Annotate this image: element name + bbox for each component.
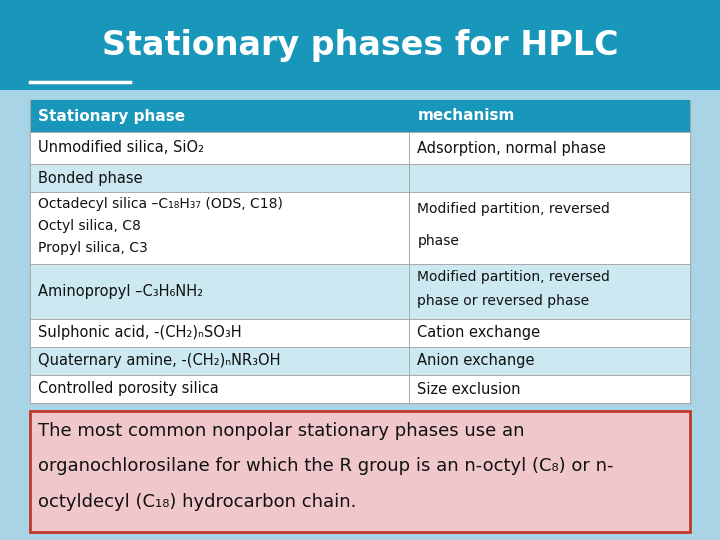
Bar: [30, 319, 690, 347]
Text: mechanism: mechanism: [418, 109, 515, 124]
Text: phase: phase: [418, 233, 459, 247]
Text: Stationary phases for HPLC: Stationary phases for HPLC: [102, 29, 618, 62]
Text: Modified partition, reversed: Modified partition, reversed: [418, 202, 611, 216]
Bar: [0, 0, 720, 90]
Bar: [30, 264, 690, 319]
Text: Octadecyl silica –C₁₈H₃₇ (ODS, C18): Octadecyl silica –C₁₈H₃₇ (ODS, C18): [38, 197, 283, 211]
Bar: [30, 411, 690, 532]
Text: Modified partition, reversed: Modified partition, reversed: [418, 270, 611, 284]
Text: Cation exchange: Cation exchange: [418, 326, 541, 341]
Text: octyldecyl (C₁₈) hydrocarbon chain.: octyldecyl (C₁₈) hydrocarbon chain.: [38, 492, 356, 511]
Text: Stationary phase: Stationary phase: [38, 109, 185, 124]
Text: Bonded phase: Bonded phase: [38, 171, 143, 186]
Text: Size exclusion: Size exclusion: [418, 381, 521, 396]
Bar: [30, 375, 690, 403]
Bar: [30, 192, 690, 264]
Bar: [30, 132, 690, 164]
Text: Octyl silica, C8: Octyl silica, C8: [38, 219, 141, 233]
Bar: [30, 347, 690, 375]
Text: organochlorosilane for which the R group is an n-octyl (C₈) or n-: organochlorosilane for which the R group…: [38, 457, 613, 475]
Text: Sulphonic acid, -(CH₂)ₙSO₃H: Sulphonic acid, -(CH₂)ₙSO₃H: [38, 326, 242, 341]
Text: Controlled porosity silica: Controlled porosity silica: [38, 381, 219, 396]
Text: Quaternary amine, -(CH₂)ₙNR₃OH: Quaternary amine, -(CH₂)ₙNR₃OH: [38, 354, 281, 368]
Text: Anion exchange: Anion exchange: [418, 354, 535, 368]
Text: Aminopropyl –C₃H₆NH₂: Aminopropyl –C₃H₆NH₂: [38, 284, 203, 299]
Bar: [30, 100, 690, 132]
Text: phase or reversed phase: phase or reversed phase: [418, 294, 590, 308]
Text: The most common nonpolar stationary phases use an: The most common nonpolar stationary phas…: [38, 422, 524, 440]
Bar: [30, 164, 690, 192]
Text: Propyl silica, C3: Propyl silica, C3: [38, 241, 148, 255]
Bar: [30, 100, 690, 403]
Text: Unmodified silica, SiO₂: Unmodified silica, SiO₂: [38, 140, 204, 156]
Text: Adsorption, normal phase: Adsorption, normal phase: [418, 140, 606, 156]
